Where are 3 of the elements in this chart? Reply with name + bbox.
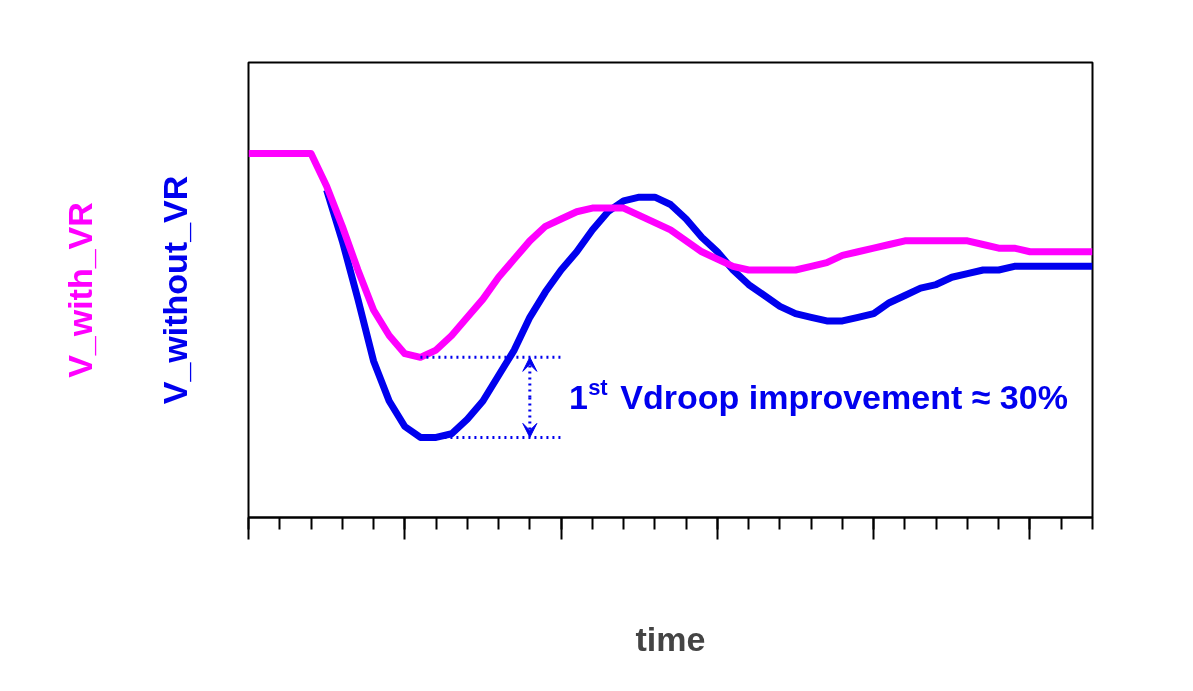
text: V_with_VR xyxy=(60,202,99,378)
x-axis-title: time xyxy=(635,619,706,658)
text: V_without_VR xyxy=(155,175,194,405)
